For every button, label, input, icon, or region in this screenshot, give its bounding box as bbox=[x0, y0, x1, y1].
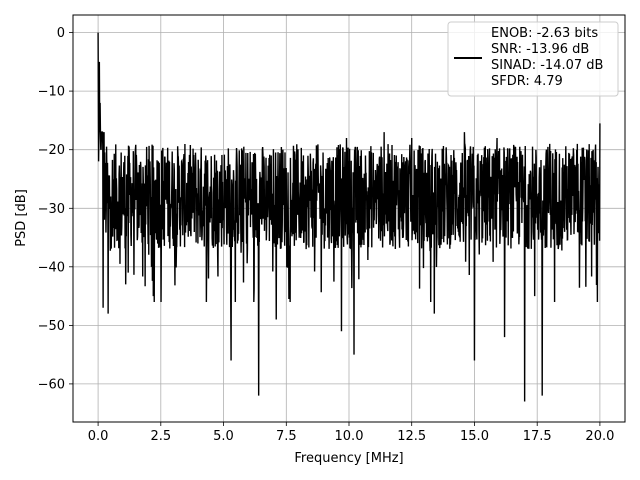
y-tick-label: −50 bbox=[38, 319, 65, 334]
x-tick-label: 17.5 bbox=[523, 429, 552, 444]
y-tick-label: −40 bbox=[38, 260, 65, 275]
series-line bbox=[97, 32, 601, 402]
y-tick-label: 0 bbox=[57, 26, 65, 41]
x-tick-label: 15.0 bbox=[460, 429, 489, 444]
x-tick-label: 2.5 bbox=[150, 429, 171, 444]
y-axis-label: PSD [dB] bbox=[14, 189, 29, 247]
legend: ENOB: -2.63 bits SNR: -13.96 dB SINAD: -14… bbox=[447, 21, 619, 97]
legend-line-text: SFDR: 4.79 bbox=[491, 74, 563, 89]
x-tick-label: 10.0 bbox=[335, 429, 364, 444]
ticks: 0.0 2.5 5.0 7.5 10.0 12.5 15.0 17.5 20.0 0 −10 −20 −… bbox=[38, 26, 615, 444]
x-tick-label: 12.5 bbox=[397, 429, 426, 444]
y-tick-label: −10 bbox=[38, 85, 65, 100]
legend-line-text: SNR: -13.96 dB bbox=[491, 42, 589, 57]
legend-line-text: ENOB: -2.63 bits bbox=[491, 26, 598, 41]
y-tick-label: −30 bbox=[38, 202, 65, 217]
x-tick-label: 5.0 bbox=[213, 429, 234, 444]
legend-box bbox=[447, 21, 619, 97]
legend-line-text: SINAD: -14.07 dB bbox=[491, 58, 603, 73]
x-tick-label: 20.0 bbox=[585, 429, 614, 444]
x-tick-label: 7.5 bbox=[276, 429, 297, 444]
y-tick-label: −20 bbox=[38, 143, 65, 158]
series-layer bbox=[97, 32, 601, 402]
y-tick-label: −60 bbox=[38, 377, 65, 392]
x-tick-label: 0.0 bbox=[88, 429, 109, 444]
legend-entry: ENOB: -2.63 bits SNR: -13.96 dB SINAD: -14… bbox=[491, 26, 603, 89]
x-axis-label: Frequency [MHz] bbox=[294, 451, 403, 466]
